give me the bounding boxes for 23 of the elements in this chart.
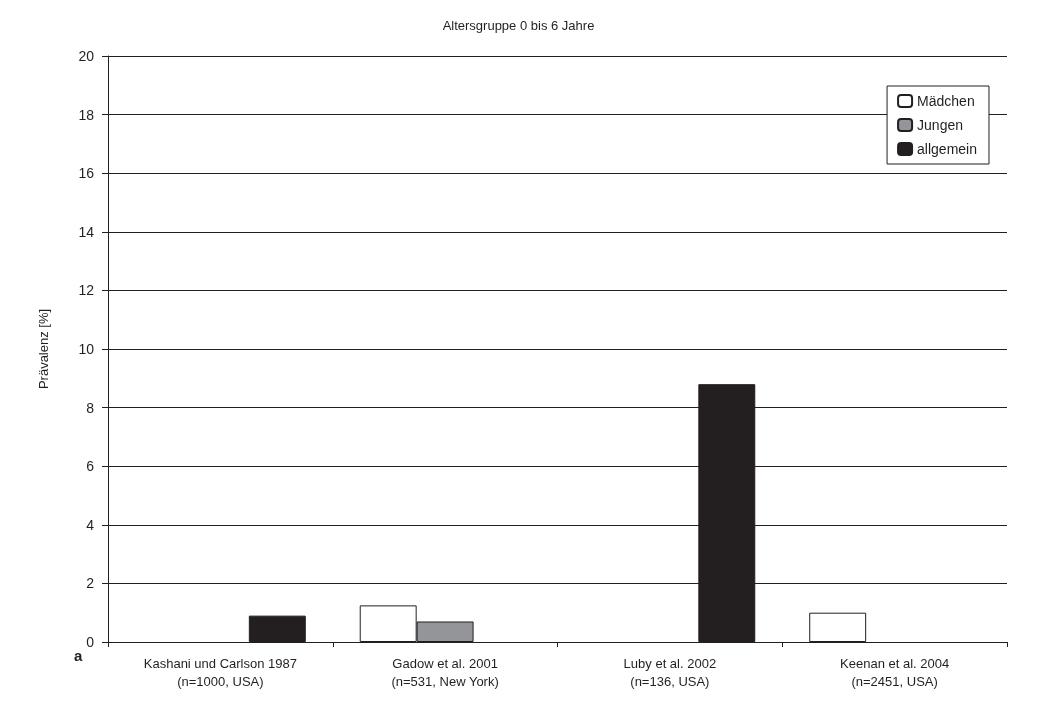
legend-label: Mädchen (917, 93, 975, 109)
y-tick-label: 18 (78, 106, 95, 123)
y-tick-label: 14 (78, 223, 95, 240)
x-tick-label: Kashani und Carlson 1987 (n=1000, USA) (143, 655, 297, 689)
bar (248, 615, 306, 642)
y-tick-label: 16 (78, 165, 95, 182)
x-tick-label: Luby et al. 2002 (n=136, USA) (623, 655, 717, 689)
chart-title: Altersgruppe 0 bis 6 Jahre (442, 18, 595, 33)
bar (809, 612, 867, 642)
y-tick-label: 10 (78, 341, 95, 357)
y-tick-label: 20 (78, 48, 95, 64)
y-tick-label: 6 (86, 458, 95, 475)
legend-label: allgemein (917, 141, 978, 157)
y-tick-label: 8 (86, 399, 95, 416)
x-tick-label: Gadow et al. 2001 (n=531, New York) (391, 655, 499, 689)
y-axis-title: Prävalenz [%] (36, 308, 51, 390)
x-tick-label: Keenan et al. 2004 (n=2451, USA) (840, 655, 950, 689)
y-tick-label: 4 (86, 516, 95, 533)
y-tick-label: 12 (78, 282, 95, 299)
text: a (74, 647, 83, 664)
legend-label: Jungen (917, 117, 964, 133)
y-tick-label: 2 (86, 575, 95, 592)
y-tick-label: 0 (86, 634, 95, 650)
